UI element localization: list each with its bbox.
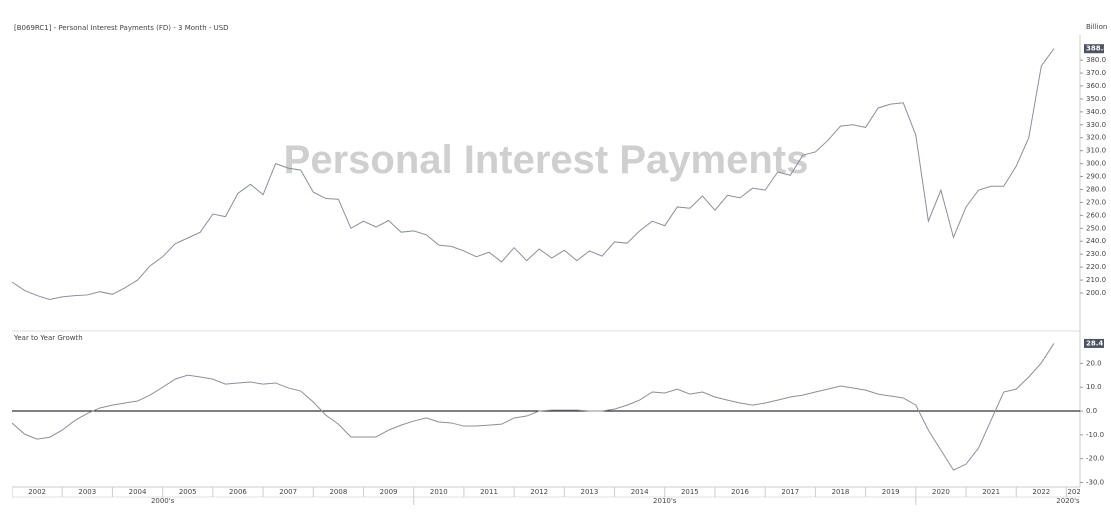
y-tick-label: 370.0 [1086, 69, 1106, 77]
y-tick-label: 270.0 [1086, 198, 1106, 206]
y-tick-label: 210.0 [1086, 276, 1106, 284]
y-tick-label: 0.0 [1086, 407, 1097, 415]
x-tick-label: 2017 [781, 488, 799, 496]
y-tick-label: -30.0 [1086, 478, 1104, 486]
y-tick-label: 220.0 [1086, 263, 1106, 271]
y-tick-label: 300.0 [1086, 160, 1106, 168]
x-tick-label: 2005 [179, 488, 197, 496]
x-axis-labels: 2002 2003 2004 2005 2006 2007 2008 2009 2010 2011… [12, 487, 1085, 497]
y-tick-label: 260.0 [1086, 211, 1106, 219]
decade-label: 2010's [653, 497, 677, 505]
x-tick-label: 2006 [229, 488, 247, 496]
y-tick-label: 230.0 [1086, 250, 1106, 258]
panel-title: [B069RC1] - Personal Interest Payments (… [14, 24, 229, 32]
x-tick-label: 2022 [1032, 488, 1050, 496]
data-line [11, 48, 1055, 300]
last-value-tag [1084, 44, 1104, 54]
y-tick-label: 200.0 [1086, 289, 1106, 297]
x-tick-label: 2003 [78, 488, 96, 496]
y-tick-label: 340.0 [1086, 108, 1106, 116]
x-tick-label: 2013 [581, 488, 599, 496]
decade-label: 2020's [1056, 497, 1080, 505]
x-tick-label: 2004 [129, 488, 147, 496]
watermark: Personal Interest Payments [284, 138, 809, 182]
x-tick-label: 2007 [279, 488, 297, 496]
y-tick-label: 320.0 [1086, 134, 1106, 142]
y-tick-label: 350.0 [1086, 95, 1106, 103]
last-value-tag [1084, 338, 1104, 348]
x-tick-label: 2018 [832, 488, 850, 496]
y-tick-label: -10.0 [1086, 431, 1104, 439]
x-tick-label: 2015 [681, 488, 699, 496]
x-tick-label: 2009 [380, 488, 398, 496]
y-tick-label: 280.0 [1086, 185, 1106, 193]
x-tick-label: 2021 [982, 488, 1000, 496]
x-tick-label: 2008 [329, 488, 347, 496]
y-tick-label: 20.0 [1086, 359, 1102, 367]
y-tick-label: 250.0 [1086, 224, 1106, 232]
data-line [11, 343, 1055, 471]
y-tick-label: 10.0 [1086, 383, 1102, 391]
x-tick-label: 2010 [430, 488, 448, 496]
panel-title: Year to Year Growth [13, 334, 83, 342]
x-tick-label: 2020 [932, 488, 950, 496]
y-tick-label: 380.0 [1086, 56, 1106, 64]
x-tick-label: 2014 [631, 488, 649, 496]
x-tick-label: 2016 [731, 488, 749, 496]
last-value-label: 388.8 [1086, 45, 1108, 53]
x-tick-label: 2019 [882, 488, 900, 496]
y-tick-label: 310.0 [1086, 147, 1106, 155]
y-unit-label: Billion [1086, 23, 1107, 31]
y-tick-label: 290.0 [1086, 173, 1106, 181]
y-tick-label: -20.0 [1086, 455, 1104, 463]
y-tick-label: 330.0 [1086, 121, 1106, 129]
x-tick-label: 2011 [480, 488, 498, 496]
x-tick-label: 2012 [530, 488, 548, 496]
y-tick-label: 360.0 [1086, 82, 1106, 90]
x-tick-label: 2002 [28, 488, 46, 496]
decade-label: 2000's [151, 497, 175, 505]
last-value-label: 28.4 [1086, 339, 1103, 347]
x-tick-label: 2023 [1067, 488, 1085, 496]
y-tick-label: 240.0 [1086, 237, 1106, 245]
